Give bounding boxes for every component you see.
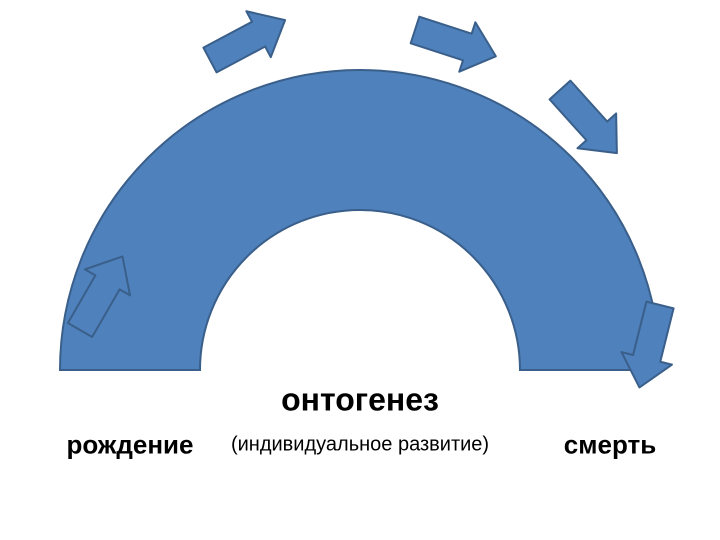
title-ontogenesis: онтогенез <box>281 382 439 419</box>
flow-arrow-2 <box>198 0 297 83</box>
label-death: смерть <box>564 430 656 461</box>
label-birth: рождение <box>67 430 194 461</box>
flow-arrow-3 <box>407 5 504 81</box>
subtitle-individual-development: (индивидуальное развитие) <box>231 434 489 457</box>
diagram-stage: онтогенез (индивидуальное развитие) рожд… <box>0 0 720 540</box>
